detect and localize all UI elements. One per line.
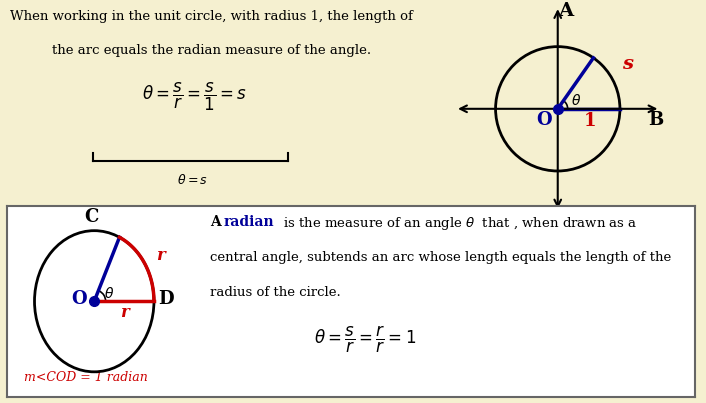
Text: central angle, subtends an arc whose length equals the length of the: central angle, subtends an arc whose len… xyxy=(210,251,671,264)
Text: m<COD = 1 radian: m<COD = 1 radian xyxy=(24,370,148,384)
Text: C: C xyxy=(84,208,99,226)
Text: A: A xyxy=(210,215,226,229)
Text: O: O xyxy=(71,289,87,307)
Text: D: D xyxy=(158,289,174,307)
Text: O: O xyxy=(537,111,552,129)
Text: $\theta = \dfrac{s}{r} = \dfrac{r}{r} = 1$: $\theta = \dfrac{s}{r} = \dfrac{r}{r} = … xyxy=(314,324,416,355)
Text: r: r xyxy=(156,247,164,264)
Text: $\theta = s$: $\theta = s$ xyxy=(177,173,208,187)
Text: r: r xyxy=(120,303,128,321)
Text: the arc equals the radian measure of the angle.: the arc equals the radian measure of the… xyxy=(52,44,371,57)
Text: 1: 1 xyxy=(584,112,597,130)
Text: When working in the unit circle, with radius 1, the length of: When working in the unit circle, with ra… xyxy=(11,10,413,23)
Text: radius of the circle.: radius of the circle. xyxy=(210,286,341,299)
Text: $\theta$: $\theta$ xyxy=(571,93,582,108)
Text: radian: radian xyxy=(224,215,275,229)
Text: $\theta$: $\theta$ xyxy=(104,286,114,301)
Text: s: s xyxy=(622,55,633,73)
Text: A: A xyxy=(558,2,573,20)
Text: $\theta = \dfrac{s}{r} = \dfrac{s}{1} = s$: $\theta = \dfrac{s}{r} = \dfrac{s}{1} = … xyxy=(143,81,247,113)
Text: is the measure of an angle $\theta$  that , when drawn as a: is the measure of an angle $\theta$ that… xyxy=(279,215,638,232)
Text: B: B xyxy=(648,111,664,129)
